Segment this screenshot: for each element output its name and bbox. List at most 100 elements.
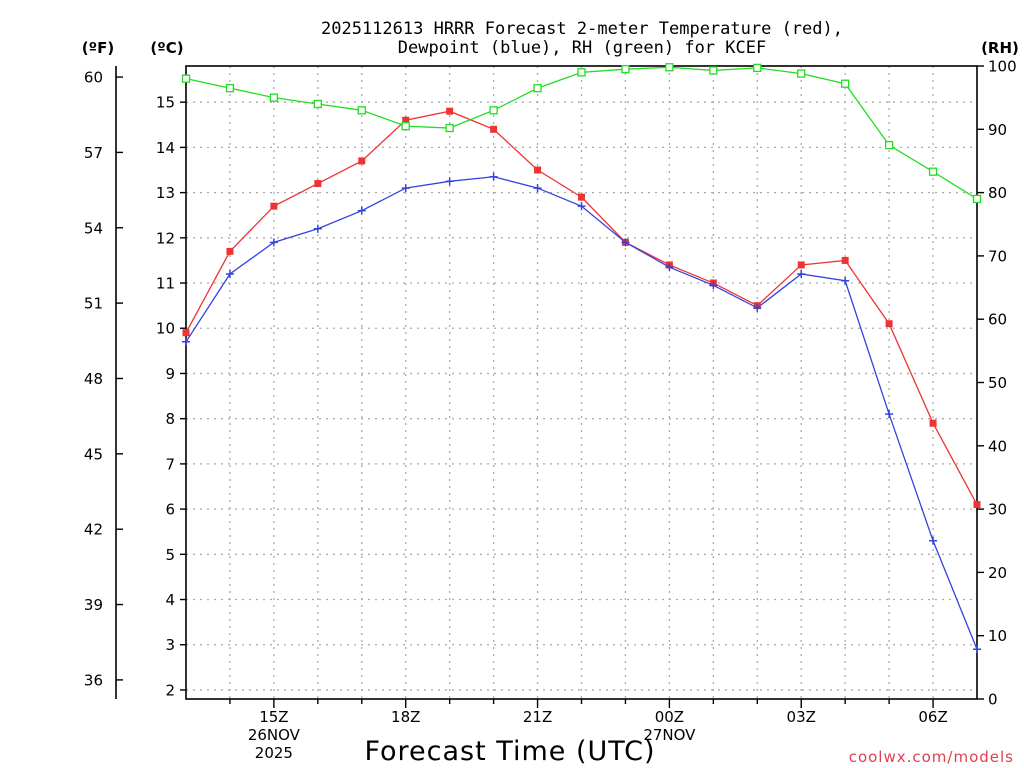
- rh-point: [225, 84, 235, 93]
- rh-point: [313, 99, 322, 109]
- dewpoint-point: [929, 536, 938, 545]
- rh-tick-label: 30: [988, 501, 1007, 519]
- dewpoint-point: [577, 202, 586, 211]
- dewpoint-point: [841, 276, 850, 285]
- dewpoint-point: [885, 410, 894, 419]
- fahrenheit-tick-label: 57: [84, 144, 103, 162]
- rh-point: [753, 63, 762, 73]
- rh-tick-label: 40: [988, 437, 1007, 455]
- dewpoint-point: [357, 206, 366, 215]
- celsius-tick-label: 10: [156, 320, 175, 338]
- dewpoint-point: [313, 224, 322, 233]
- temperature-point: [973, 501, 981, 509]
- credit-text: coolwx.com/models: [849, 748, 1014, 766]
- celsius-tick-label: 7: [165, 455, 175, 473]
- dewpoint-point: [489, 172, 498, 181]
- x-tick-label: 21Z: [523, 708, 552, 726]
- temperature-point: [402, 116, 410, 124]
- dewpoint-point: [621, 238, 630, 247]
- x-tick-label: 03Z: [787, 708, 816, 726]
- dewpoint-point: [445, 177, 454, 186]
- celsius-tick-label: 8: [165, 410, 175, 428]
- dewpoint-point: [533, 184, 542, 193]
- temperature-point: [797, 261, 805, 269]
- dewpoint-point: [753, 303, 762, 312]
- dewpoint-point: [665, 263, 674, 272]
- dewpoint-point: [182, 337, 190, 346]
- rh-tick-label: 60: [988, 311, 1007, 329]
- celsius-tick-label: 3: [165, 636, 175, 654]
- axes: 2345678910111213141536394245485154576001…: [84, 58, 1017, 763]
- celsius-tick-label: 2: [165, 681, 175, 699]
- rh-point: [577, 68, 586, 77]
- temperature-point: [885, 320, 893, 328]
- celsius-tick-label: 9: [165, 365, 175, 383]
- rh-point: [665, 63, 674, 72]
- rh-point: [533, 84, 542, 93]
- rh-tick-label: 0: [988, 691, 998, 709]
- x-tick-label: 06Z: [918, 708, 947, 726]
- x-tick-label: 2025: [255, 744, 293, 762]
- rh-unit-label: (RH): [981, 39, 1019, 57]
- rh-point: [181, 74, 191, 83]
- rh-point: [884, 140, 894, 150]
- rh-point: [445, 123, 454, 133]
- rh-point: [972, 194, 982, 204]
- celsius-tick-label: 11: [156, 275, 175, 293]
- rh-point: [841, 79, 850, 88]
- fahrenheit-tick-label: 60: [84, 69, 103, 87]
- x-tick-label: 26NOV: [248, 726, 301, 744]
- x-tick-label: 00Z: [655, 708, 684, 726]
- rh-point: [357, 106, 366, 115]
- data-series: [181, 63, 982, 654]
- rh-tick-label: 50: [988, 374, 1007, 392]
- dewpoint-point: [709, 281, 718, 290]
- rh-point: [489, 106, 498, 115]
- x-tick-label: 18Z: [391, 708, 420, 726]
- fahrenheit-tick-label: 42: [84, 521, 103, 539]
- fahrenheit-tick-label: 45: [84, 445, 103, 463]
- dewpoint-point: [973, 645, 981, 654]
- temperature-point: [314, 180, 322, 188]
- dewpoint-point: [225, 269, 234, 278]
- rh-point: [797, 69, 806, 78]
- rh-point: [928, 167, 938, 176]
- rh-tick-label: 80: [988, 184, 1007, 202]
- rh-tick-label: 20: [988, 564, 1007, 582]
- dewpoint-point: [401, 184, 410, 193]
- fahrenheit-unit-label: (ºF): [82, 39, 114, 57]
- fahrenheit-tick-label: 54: [84, 219, 103, 237]
- fahrenheit-tick-label: 48: [84, 370, 103, 388]
- celsius-tick-label: 15: [156, 94, 175, 112]
- chart-title-line1: 2025112613 HRRR Forecast 2-meter Tempera…: [321, 19, 843, 39]
- temperature-point: [534, 166, 542, 174]
- rh-tick-label: 90: [988, 121, 1007, 139]
- fahrenheit-tick-label: 39: [84, 596, 103, 614]
- temperature-point: [358, 157, 366, 165]
- temperature-point: [270, 202, 278, 210]
- temperature-point: [182, 329, 190, 337]
- rh-point: [401, 121, 410, 131]
- temperature-point: [490, 125, 498, 133]
- rh-tick-label: 70: [988, 247, 1007, 265]
- fahrenheit-tick-label: 36: [84, 671, 103, 689]
- celsius-tick-label: 14: [156, 139, 175, 157]
- celsius-tick-label: 13: [156, 184, 175, 202]
- temperature-point: [226, 247, 234, 255]
- chart-title-line2: Dewpoint (blue), RH (green) for KCEF: [398, 38, 766, 58]
- rh-point: [621, 65, 630, 74]
- rh-tick-label: 10: [988, 627, 1007, 645]
- celsius-tick-label: 6: [165, 501, 175, 519]
- rh-point: [269, 93, 279, 102]
- gridlines: [186, 66, 977, 699]
- rh-point: [709, 66, 718, 75]
- x-axis-label: Forecast Time (UTC): [364, 736, 655, 767]
- dewpoint-point: [797, 269, 806, 278]
- temperature-point: [578, 193, 585, 201]
- celsius-tick-label: 12: [156, 229, 175, 247]
- celsius-tick-label: 4: [165, 591, 175, 609]
- x-tick-label: 27NOV: [643, 726, 696, 744]
- fahrenheit-tick-label: 51: [84, 295, 103, 313]
- temperature-point: [929, 419, 937, 427]
